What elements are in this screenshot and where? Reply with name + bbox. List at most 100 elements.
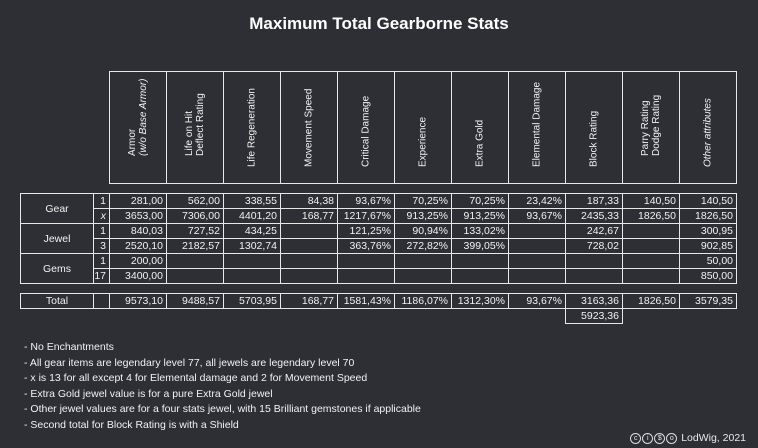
table-cell: 2520,10	[109, 238, 167, 254]
column-header-label: Life on Hit	[184, 110, 195, 156]
row-group-label: Gear	[20, 193, 94, 224]
table-row: 17 3400,00 850,00	[21, 268, 737, 284]
note-item: - Extra Gold jewel value is for a pure E…	[24, 387, 273, 400]
column-header-label: Critical Damage	[360, 95, 372, 167]
table-cell	[223, 268, 281, 284]
table-cell: 272,82%	[394, 238, 452, 254]
column-header-label: Movement Speed	[303, 88, 315, 167]
note-item: - All gear items are legendary level 77,…	[24, 356, 355, 369]
column-header: Experience	[394, 71, 452, 184]
total-cell: 1826,50	[622, 293, 680, 309]
table-cell	[280, 223, 338, 239]
column-header: Elemental Damage	[508, 71, 566, 184]
table-cell: 3653,00	[109, 208, 167, 224]
table-cell: 50,00	[679, 253, 737, 269]
total-label: Total	[20, 293, 94, 309]
table-cell	[394, 268, 452, 284]
table-cell	[280, 253, 338, 269]
column-header: Block Rating	[565, 71, 623, 184]
total-cell: 1186,07%	[394, 293, 452, 309]
by-icon: i	[642, 432, 654, 444]
row-multiplier: 1	[93, 253, 110, 269]
table-cell: 281,00	[109, 193, 167, 209]
column-header-label: Dodge Rating	[651, 94, 662, 156]
column-header-label: Parry Rating	[640, 100, 651, 156]
table-cell	[622, 238, 680, 254]
notes-list: - No Enchantments - All gear items are le…	[24, 340, 421, 434]
table-cell	[508, 253, 566, 269]
total-cell: 5703,95	[223, 293, 281, 309]
table-cell: 1302,74	[223, 238, 281, 254]
column-header: Life on Hit Deflect Rating	[166, 71, 224, 184]
column-header-label: Block Rating	[588, 110, 600, 167]
total-row: Total 9573,10 9488,57 5703,95 168,77 1581,43%…	[20, 293, 737, 309]
table-cell: 338,55	[223, 193, 281, 209]
table-cell: 434,25	[223, 223, 281, 239]
table-cell: 1217,67%	[337, 208, 395, 224]
table-cell	[508, 268, 566, 284]
table-cell: 187,33	[565, 193, 623, 209]
table-cell	[508, 223, 566, 239]
row-group-label: Gems	[20, 253, 94, 284]
table-cell: 140,50	[622, 193, 680, 209]
table-cell: 70,25%	[394, 193, 452, 209]
page-title: Maximum Total Gearborne Stats	[249, 14, 509, 33]
total-cell: 168,77	[280, 293, 338, 309]
table-cell: 913,25%	[451, 208, 509, 224]
note-item: - Other jewel values are for a four stat…	[24, 403, 421, 416]
note-item: - x is 13 for all except 4 for Elemental…	[24, 372, 368, 385]
table-cell: 728,02	[565, 238, 623, 254]
column-header: Life Regeneration	[223, 71, 281, 184]
total-cell: 9488,57	[166, 293, 224, 309]
table-cell: 7306,00	[166, 208, 224, 224]
table-row: x 3653,00 7306,00 4401,20 168,77 1217,67% 913,…	[21, 208, 737, 224]
table-cell: 90,94%	[394, 223, 452, 239]
total-cell: 3163,36	[565, 293, 623, 309]
total-cell: 9573,10	[109, 293, 167, 309]
table-cell: 70,25%	[451, 193, 509, 209]
table-cell	[451, 253, 509, 269]
credit: c i $ o LodWig, 2021	[630, 432, 746, 444]
table-cell: 23,42%	[508, 193, 566, 209]
table-cell: 84,38	[280, 193, 338, 209]
table-cell	[223, 253, 281, 269]
column-header-label: Extra Gold	[474, 119, 486, 167]
table-cell: 840,03	[109, 223, 167, 239]
total-cell: 93,67%	[508, 293, 566, 309]
table-cell	[337, 253, 395, 269]
note-item: - No Enchantments	[24, 341, 114, 353]
table-cell: 2435,33	[565, 208, 623, 224]
table-cell: 300,95	[679, 223, 737, 239]
total-cell: 1312,30%	[451, 293, 509, 309]
total-cell: 1581,43%	[337, 293, 395, 309]
cc-icon: c	[630, 432, 642, 444]
table-row: Jewel 1 840,03 727,52 434,25 121,25% 90,94% 133…	[20, 223, 737, 254]
column-header: Parry Rating Dodge Rating	[622, 71, 680, 184]
table-cell: 93,67%	[337, 193, 395, 209]
table-cell: 133,02%	[451, 223, 509, 239]
table-cell: 242,67	[565, 223, 623, 239]
column-header: Extra Gold	[451, 71, 509, 184]
row-multiplier: 17	[93, 268, 110, 284]
column-header: Movement Speed	[280, 71, 338, 184]
block-rating-shield-total: 5923,36	[565, 308, 623, 324]
row-group-label: Jewel	[20, 223, 94, 254]
stats-table: Armor (w/o Base Armor) Life on Hit Deflect …	[20, 71, 737, 324]
table-cell	[451, 268, 509, 284]
table-cell: 3400,00	[109, 268, 167, 284]
table-cell	[565, 253, 623, 269]
table-cell: 902,85	[679, 238, 737, 254]
table-cell	[394, 253, 452, 269]
table-cell: 913,25%	[394, 208, 452, 224]
table-row: 3 2520,10 2182,57 1302,74 363,76% 272,82% 399,…	[21, 238, 737, 254]
table-cell: 1826,50	[622, 208, 680, 224]
table-cell: 93,67%	[508, 208, 566, 224]
column-header-label: Elemental Damage	[531, 81, 543, 167]
credit-text: LodWig, 2021	[681, 432, 746, 444]
shield-total-row: 5923,36	[21, 308, 737, 324]
table-cell	[337, 268, 395, 284]
table-row: Gems 1 200,00 50,00	[20, 253, 737, 284]
table-cell	[565, 268, 623, 284]
table-cell	[508, 238, 566, 254]
row-multiplier: 3	[93, 238, 110, 254]
